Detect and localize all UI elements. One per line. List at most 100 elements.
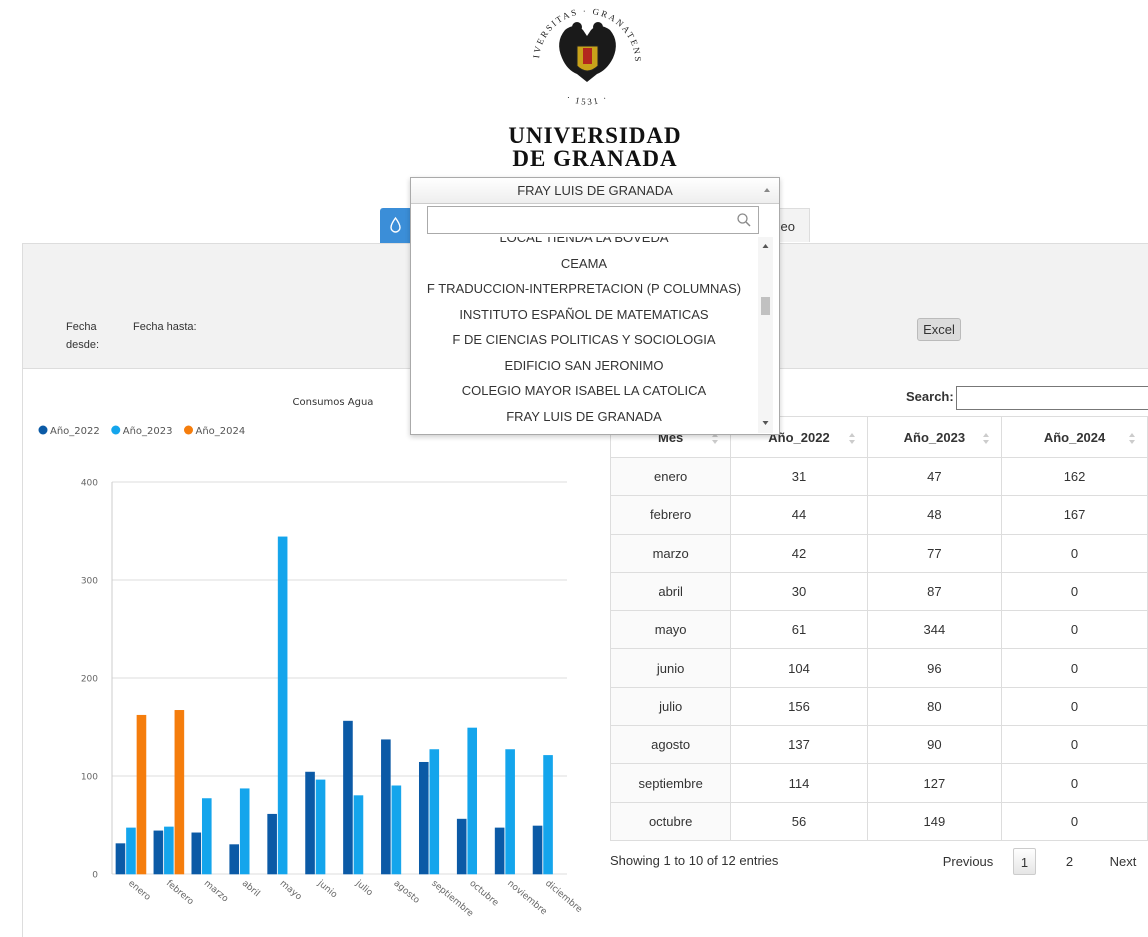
university-name-1: UNIVERSIDAD <box>508 123 682 148</box>
page-1[interactable]: 1 <box>1013 848 1036 875</box>
table-header: Mes Año_2022 Año_2023 Año_2024 <box>609 416 1148 458</box>
building-dropdown: FRAY LUIS DE GRANADA LOCAL TIENDA LA BOV… <box>410 177 780 435</box>
bar <box>305 771 315 875</box>
column-header[interactable]: Año_2024 <box>1001 416 1148 458</box>
x-tick-label: julio <box>353 878 375 899</box>
table-cell: 77 <box>866 533 1003 573</box>
bar <box>391 785 402 875</box>
dropdown-option[interactable]: CEAMA <box>560 255 608 271</box>
table-row: septiembre 114 127 0 <box>609 763 1148 803</box>
table-cell: septiembre <box>609 763 732 803</box>
legend-label: Año_2024 <box>196 426 246 437</box>
table-cell: 0 <box>1001 763 1148 803</box>
dropdown-option[interactable]: F DE CIENCIAS POLITICAS Y SOCIOLOGIA <box>452 332 716 347</box>
dropdown-option[interactable]: INSTITUTO ESPAÑOL DE MATEMATICAS <box>459 306 709 322</box>
bar <box>381 739 391 875</box>
bar <box>467 727 478 875</box>
dropdown-selected[interactable]: FRAY LUIS DE GRANADA <box>411 178 779 204</box>
table-cell: 96 <box>866 648 1003 688</box>
dropdown-option[interactable]: EDIFICIO SAN JERONIMO <box>504 357 664 373</box>
bar <box>505 749 515 875</box>
table-cell: 104 <box>730 648 868 688</box>
dropdown-option[interactable]: FRAY LUIS DE GRANADA <box>506 408 662 424</box>
bar <box>277 536 288 875</box>
table-cell: agosto <box>609 725 732 765</box>
table-cell: 0 <box>1001 725 1148 765</box>
table-row: julio 156 80 0 <box>609 686 1148 727</box>
table-cell: 31 <box>730 456 868 497</box>
table-cell: 114 <box>730 763 868 803</box>
bar <box>191 832 202 875</box>
dropdown-option[interactable]: COLEGIO MAYOR ISABEL LA CATOLICA <box>461 383 707 398</box>
bar <box>229 844 240 875</box>
table-cell: 162 <box>1001 456 1148 497</box>
x-tick-label: febrero <box>164 879 196 908</box>
table-cell: 149 <box>866 801 1003 841</box>
table-cell: 0 <box>1001 533 1148 573</box>
table-cell: febrero <box>609 495 732 535</box>
bar <box>201 798 212 875</box>
bar <box>494 827 505 875</box>
table-row: octubre 56 149 0 <box>609 801 1148 841</box>
content-border <box>22 368 23 937</box>
table-cell: 48 <box>866 495 1003 535</box>
eagle <box>559 22 616 82</box>
x-tick-label: agosto <box>391 879 421 907</box>
table-cell: 0 <box>1001 571 1148 612</box>
legend-label: Año_2023 <box>123 426 173 437</box>
table-row: mayo 61 344 0 <box>609 610 1148 650</box>
search-icon <box>737 213 751 227</box>
scrollbar <box>758 237 773 433</box>
table-cell: enero <box>609 456 732 497</box>
table-cell: 344 <box>866 610 1003 650</box>
search-input[interactable] <box>956 386 1148 410</box>
table-cell: 0 <box>1001 648 1148 688</box>
legend-marker <box>38 425 48 435</box>
table-row: enero 31 47 162 <box>609 456 1148 497</box>
x-tick-label: diciembre <box>543 879 584 916</box>
bar <box>136 714 147 875</box>
y-tick-label: 0 <box>92 871 98 881</box>
table-cell: 56 <box>730 801 868 841</box>
table-cell: 42 <box>730 533 868 573</box>
bar <box>543 755 553 875</box>
excel-button[interactable]: Excel <box>917 318 961 341</box>
y-tick-label: 300 <box>81 577 98 587</box>
data-table: Mes Año_2022 Año_2023 Año_2024 enero 31 47 162… <box>609 416 1148 841</box>
x-tick-label: enero <box>126 879 153 904</box>
table-row: marzo 42 77 0 <box>609 533 1148 573</box>
legend-marker <box>111 425 121 435</box>
date-to-label: Fecha hasta: <box>133 321 197 333</box>
bar <box>429 749 440 875</box>
x-tick-label: noviembre <box>505 879 549 918</box>
page-next[interactable]: Next <box>1109 854 1137 869</box>
x-tick-label: mayo <box>278 879 304 903</box>
dropdown-option[interactable]: F TRADUCCION-INTERPRETACION (P COLUMNAS) <box>426 281 742 296</box>
table-cell: 80 <box>866 686 1003 727</box>
dropdown-search[interactable] <box>427 206 759 234</box>
table-cell: 44 <box>730 495 868 535</box>
seal: VNIVERSITAS · GRANATENSIS · 1531 · <box>525 0 641 107</box>
water-icon <box>390 216 401 233</box>
x-tick-label: octubre <box>467 879 500 909</box>
water-tab[interactable] <box>380 208 411 243</box>
scrollbar-parts <box>761 244 770 425</box>
table-cell: octubre <box>609 801 732 841</box>
bar <box>153 830 164 875</box>
table-row: agosto 137 90 0 <box>609 725 1148 765</box>
bar <box>239 788 250 875</box>
y-tick-label: 200 <box>81 675 98 685</box>
table-cell: junio <box>609 648 732 688</box>
dropdown-options: LOCAL TIENDA LA BOVEDA CEAMA F TRADUCCION-… <box>411 237 757 434</box>
seal-year: · 1531 · <box>565 92 610 106</box>
table-cell: julio <box>609 686 732 727</box>
page-previous[interactable]: Previous <box>942 854 994 869</box>
legend-marker <box>184 425 193 435</box>
dropdown-option[interactable]: LOCAL TIENDA LA BOVEDA <box>499 237 669 245</box>
x-tick-label: abril <box>240 879 262 899</box>
column-header[interactable]: Año_2023 <box>866 416 1003 458</box>
bar <box>174 710 185 875</box>
page-2[interactable]: 2 <box>1065 854 1074 869</box>
